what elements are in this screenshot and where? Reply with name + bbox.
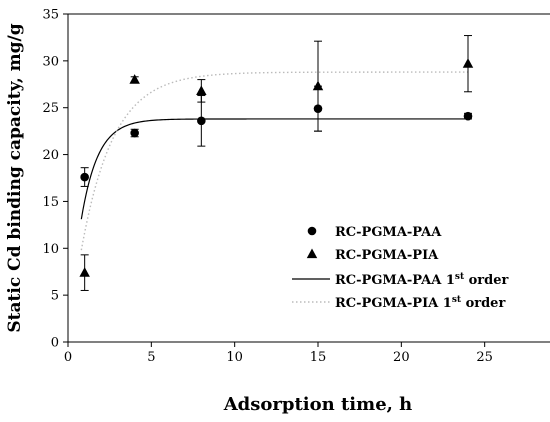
data-point (79, 267, 90, 277)
axis-ticks: 05101520253005101520253035 (42, 8, 493, 366)
x-tick-label: 15 (310, 350, 327, 365)
legend-label: RC-PGMA-PAA (335, 225, 442, 240)
x-tick-label: 0 (64, 350, 72, 365)
y-tick-label: 5 (51, 289, 59, 304)
data-point (130, 128, 139, 138)
legend-label: RC-PGMA-PIA 1st order (335, 295, 505, 311)
y-tick-label: 35 (42, 8, 59, 23)
legend-symbol (307, 226, 317, 236)
y-tick-label: 15 (42, 195, 59, 210)
y-tick-label: 30 (42, 54, 59, 69)
data-marks (79, 35, 474, 291)
fit-curve (80, 71, 468, 251)
data-point (197, 116, 206, 126)
x-tick-label: 10 (226, 350, 243, 365)
data-point (462, 58, 474, 68)
data-point (196, 85, 207, 95)
legend: RC-PGMA-PAA RC-PGMA-PIA RC-PGMA-PAA 1st or… (292, 225, 509, 311)
fit-curves (80, 71, 468, 251)
y-axis-title: Static Cd binding capacity, mg/g (5, 23, 25, 332)
data-point (129, 74, 140, 84)
legend-symbol (306, 248, 318, 259)
legend-label: RC-PGMA-PIA (335, 248, 439, 263)
fit-curve (80, 118, 468, 220)
x-tick-label: 25 (476, 350, 493, 365)
legend-label: RC-PGMA-PAA 1st order (335, 272, 509, 288)
plot-area-frame (67, 13, 550, 343)
y-tick-label: 25 (42, 101, 59, 116)
data-point (312, 80, 324, 91)
x-tick-label: 5 (147, 350, 155, 365)
data-point (80, 172, 89, 182)
x-axis-title: Adsorption time, h (223, 394, 413, 415)
y-tick-label: 20 (42, 148, 59, 163)
y-tick-label: 0 (51, 336, 59, 351)
axes (67, 13, 550, 343)
y-tick-label: 10 (42, 242, 59, 257)
data-point (463, 111, 473, 121)
x-tick-label: 20 (393, 350, 410, 365)
